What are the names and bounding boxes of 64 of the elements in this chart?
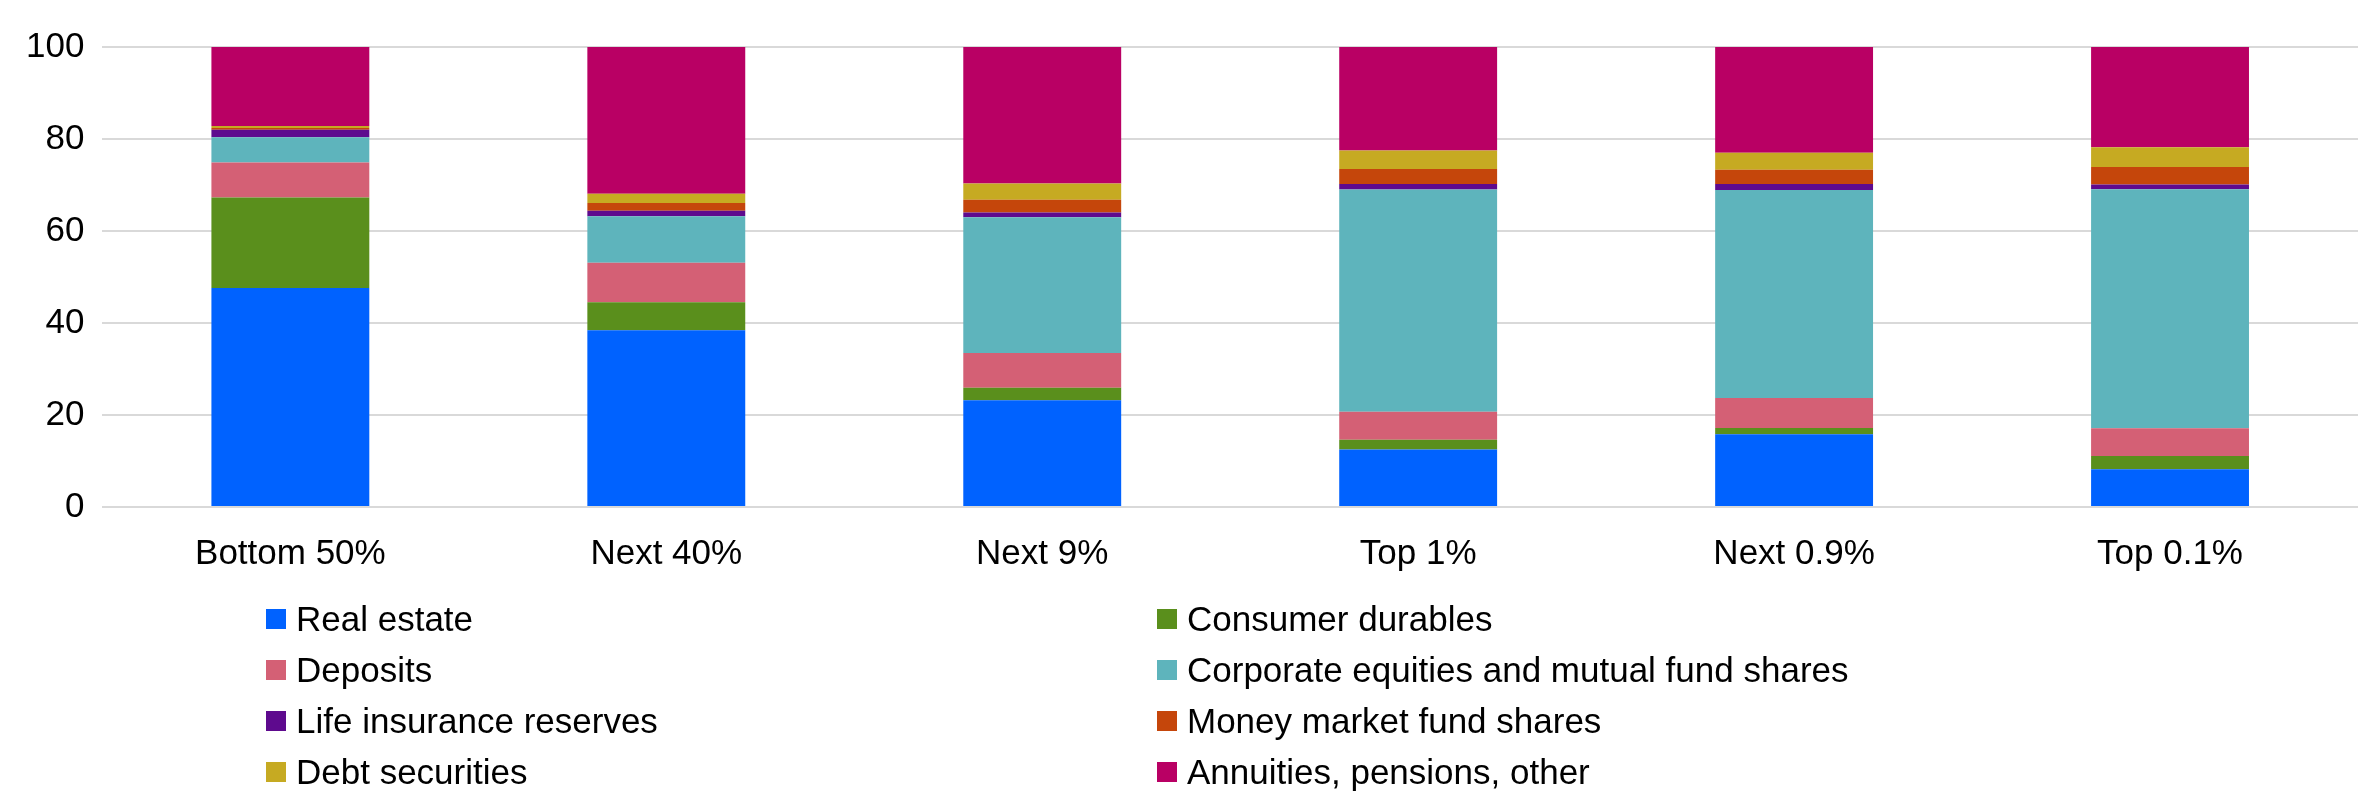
legend-label: Annuities, pensions, other [1187,751,1590,792]
x-tick-label: Bottom 50% [195,531,386,571]
bar [963,400,1122,506]
legend-label: Debt securities [296,751,528,792]
bar [211,137,370,163]
bar [211,162,370,198]
bar [1715,190,1874,398]
bar [587,202,746,211]
bar [587,47,746,194]
bar [1715,47,1874,153]
legend-label: Life insurance reserves [296,700,658,741]
y-tick-label: 80 [45,116,85,156]
x-tick-label: Next 9% [976,531,1109,571]
y-tick-label: 20 [45,392,85,432]
bar [1339,411,1498,440]
bar [1715,152,1874,170]
y-tick-label: 40 [45,300,85,340]
x-tick-label: Next 0.9% [1713,531,1875,571]
legend-label: Deposits [296,649,433,690]
bar [587,302,746,331]
bar [963,352,1122,388]
bar [2091,455,2249,470]
bar [587,216,746,263]
bar [1339,150,1498,169]
bar [1715,427,1874,435]
legend-label: Consumer durables [1187,598,1493,639]
bar [587,210,746,217]
y-tick-label: 100 [25,24,85,64]
legend-label: Real estate [296,598,474,639]
legend-label: Corporate equities and mutual fund shares [1187,649,1849,690]
bar [2091,47,2249,148]
bar [211,47,370,127]
bar [963,199,1122,213]
bar [1715,169,1874,185]
bar [1715,184,1874,191]
y-tick-label: 60 [45,208,85,248]
bar [1339,184,1498,190]
bar [211,197,370,289]
bar [963,387,1122,401]
bar [211,129,370,138]
bar [587,330,746,506]
legend-label: Money market fund shares [1187,700,1602,741]
bar [587,262,746,303]
bar [963,183,1122,200]
x-tick-label: Next 40% [590,531,743,571]
bar [2091,189,2249,429]
bar [2091,469,2249,506]
bar [1715,397,1874,428]
bar [1339,189,1498,412]
bar [2091,147,2249,168]
bar [211,288,370,506]
bar [1339,439,1498,450]
x-tick-label: Top 1% [1359,531,1477,571]
bar [1339,168,1498,185]
bar [963,217,1122,353]
bar [1715,434,1874,506]
bar [963,47,1122,184]
bar [2091,167,2249,185]
bar [587,193,746,203]
bar [1339,47,1498,151]
x-tick-label: Top 0.1% [2097,531,2243,571]
bar [2091,428,2249,456]
bar [1339,449,1498,506]
y-tick-label: 0 [64,484,85,524]
